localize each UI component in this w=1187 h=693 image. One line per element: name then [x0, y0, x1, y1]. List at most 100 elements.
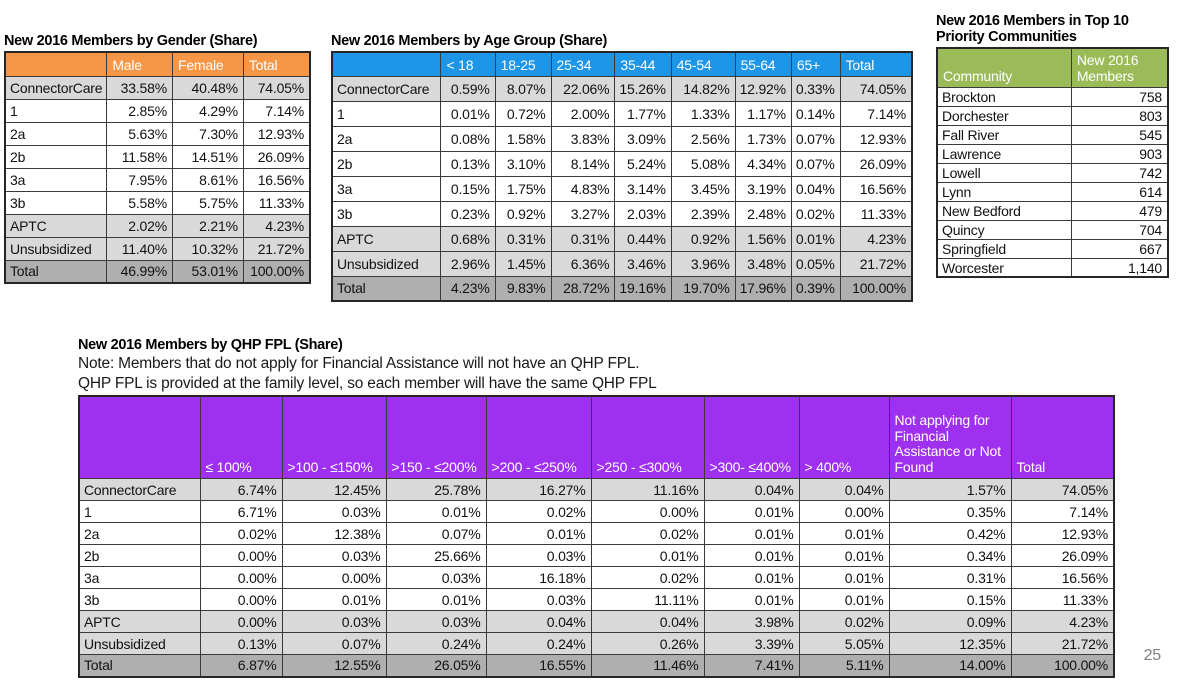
- value-cell: 0.01%: [703, 566, 800, 590]
- value-cell: 0.31%: [494, 225, 552, 252]
- column-header-cell: < 18: [440, 51, 496, 77]
- value-cell: 6.36%: [550, 250, 616, 277]
- value-cell: 7.30%: [171, 121, 244, 146]
- value-cell: 0.03%: [485, 544, 592, 568]
- value-cell: 3.48%: [734, 250, 792, 277]
- value-cell: 479: [1070, 200, 1169, 221]
- value-cell: 0.68%: [440, 225, 496, 252]
- row-label: Unsubsidized: [4, 236, 108, 261]
- value-cell: 0.01%: [798, 566, 890, 590]
- value-cell: 0.00%: [199, 544, 283, 568]
- value-cell: 12.35%: [888, 632, 1012, 656]
- row-label: 2b: [78, 544, 201, 568]
- fpl-note-line1: Note: Members that do not apply for Fina…: [78, 355, 640, 373]
- header-row: < 18 18-25 25-34 35-44 45-54 55-64 65+ Total: [331, 51, 913, 77]
- value-cell: 0.03%: [385, 610, 487, 634]
- value-cell: 6.71%: [199, 500, 283, 524]
- table-row: Dorchester 803: [936, 105, 1169, 126]
- table-row: 2b 11.58% 14.51% 26.09%: [4, 144, 311, 169]
- row-label: ConnectorCare: [78, 478, 201, 502]
- value-cell: 4.23%: [242, 213, 311, 238]
- table-row: 3a 0.15% 1.75% 4.83% 3.14% 3.45% 3.19% 0.04% 16.…: [331, 175, 913, 202]
- value-cell: 21.72%: [242, 236, 311, 261]
- table-row: 3a 7.95% 8.61% 16.56%: [4, 167, 311, 192]
- value-cell: 6.74%: [199, 478, 283, 502]
- value-cell: 0.31%: [888, 566, 1012, 590]
- row-label: Quincy: [936, 219, 1072, 240]
- value-cell: 26.09%: [839, 150, 913, 177]
- value-cell: 12.38%: [281, 522, 387, 546]
- value-cell: 2.56%: [670, 125, 736, 152]
- row-label-header-cell: [4, 51, 108, 77]
- value-cell: 14.82%: [670, 75, 736, 102]
- table-row: Total 4.23% 9.83% 28.72% 19.16% 19.70% 17.96% 0…: [331, 275, 913, 302]
- value-cell: 16.56%: [242, 167, 311, 192]
- value-cell: 0.07%: [281, 632, 387, 656]
- column-header-cell: ≤ 100%: [199, 395, 283, 480]
- column-header-cell: Male: [106, 51, 173, 77]
- value-cell: 0.42%: [888, 522, 1012, 546]
- value-cell: 3.83%: [550, 125, 616, 152]
- value-cell: 2.48%: [734, 200, 792, 227]
- column-header-cell: Not applying for Financial Assistance or…: [888, 395, 1012, 480]
- value-cell: 1,140: [1070, 257, 1169, 278]
- row-label: Lynn: [936, 181, 1072, 202]
- value-cell: 0.03%: [485, 588, 592, 612]
- table-row: APTC 0.68% 0.31% 0.31% 0.44% 0.92% 1.56% 0.01% 4…: [331, 225, 913, 252]
- row-label-header-cell: [78, 395, 201, 480]
- value-cell: 19.70%: [670, 275, 736, 302]
- value-cell: 14.00%: [888, 654, 1012, 678]
- table-row: 2a 0.08% 1.58% 3.83% 3.09% 2.56% 1.73% 0.07% 12.…: [331, 125, 913, 152]
- row-label: New Bedford: [936, 200, 1072, 221]
- value-cell: 16.56%: [839, 175, 913, 202]
- column-header-cell: >150 - ≤200%: [385, 395, 487, 480]
- table-row: APTC 2.02% 2.21% 4.23%: [4, 213, 311, 238]
- table-row: Total 46.99% 53.01% 100.00%: [4, 259, 311, 284]
- row-label: Unsubsidized: [78, 632, 201, 656]
- value-cell: 0.00%: [590, 500, 705, 524]
- value-cell: 1.56%: [734, 225, 792, 252]
- value-cell: 74.05%: [1010, 478, 1115, 502]
- value-cell: 11.40%: [106, 236, 173, 261]
- value-cell: 2.21%: [171, 213, 244, 238]
- value-cell: 0.23%: [440, 200, 496, 227]
- value-cell: 0.02%: [199, 522, 283, 546]
- value-cell: 3.14%: [614, 175, 672, 202]
- value-cell: 0.01%: [790, 225, 841, 252]
- table-row: Lowell 742: [936, 162, 1169, 183]
- row-label: ConnectorCare: [4, 75, 108, 100]
- value-cell: 0.03%: [385, 566, 487, 590]
- value-cell: 100.00%: [839, 275, 913, 302]
- value-cell: 0.72%: [494, 100, 552, 127]
- value-cell: 4.34%: [734, 150, 792, 177]
- value-cell: 0.04%: [590, 610, 705, 634]
- value-cell: 0.24%: [485, 632, 592, 656]
- age-group-share-table: < 18 18-25 25-34 35-44 45-54 55-64 65+ Total Con…: [331, 51, 913, 303]
- value-cell: 0.59%: [440, 75, 496, 102]
- column-header-cell: >100 - ≤150%: [281, 395, 387, 480]
- value-cell: 3.27%: [550, 200, 616, 227]
- value-cell: 0.26%: [590, 632, 705, 656]
- row-label: 1: [78, 500, 201, 524]
- value-cell: 3.09%: [614, 125, 672, 152]
- value-cell: 0.01%: [798, 588, 890, 612]
- table-row: ConnectorCare 33.58% 40.48% 74.05%: [4, 75, 311, 100]
- value-cell: 0.31%: [550, 225, 616, 252]
- value-cell: 19.16%: [614, 275, 672, 302]
- value-cell: 5.75%: [171, 190, 244, 215]
- value-cell: 3.19%: [734, 175, 792, 202]
- table-row: Springfield 667: [936, 238, 1169, 259]
- value-cell: 0.01%: [703, 544, 800, 568]
- value-cell: 0.13%: [199, 632, 283, 656]
- row-label: Total: [331, 275, 442, 302]
- value-cell: 0.00%: [798, 500, 890, 524]
- table-row: ConnectorCare 6.74% 12.45% 25.78% 16.27% 11.1…: [78, 478, 1115, 502]
- value-cell: 0.04%: [703, 478, 800, 502]
- row-label: 3b: [78, 588, 201, 612]
- value-cell: 0.35%: [888, 500, 1012, 524]
- column-header-cell: New 2016 Members: [1070, 47, 1169, 88]
- column-header-cell: 45-54: [670, 51, 736, 77]
- value-cell: 0.01%: [703, 522, 800, 546]
- table-row: 3b 5.58% 5.75% 11.33%: [4, 190, 311, 215]
- value-cell: 16.27%: [485, 478, 592, 502]
